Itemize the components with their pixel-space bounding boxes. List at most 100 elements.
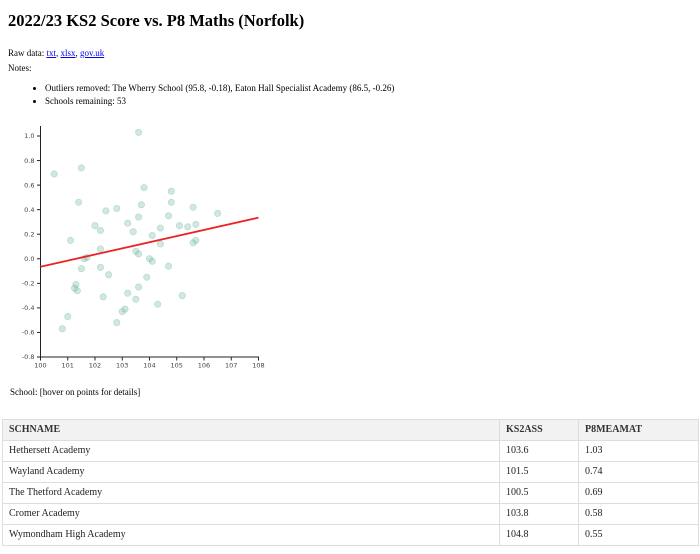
data-point[interactable]: [129, 228, 137, 236]
data-point[interactable]: [192, 221, 200, 229]
data-point[interactable]: [143, 274, 151, 282]
data-point[interactable]: [137, 201, 145, 209]
notes-list: Outliers removed: The Wherry School (95.…: [8, 82, 692, 107]
data-point[interactable]: [77, 265, 85, 273]
scatter-chart: 100 101 102 103 104 105 106 107 108 -0.8 -0.6 -0.4 -…: [8, 116, 700, 374]
cell-p8meamat: 0.69: [578, 482, 699, 505]
data-point[interactable]: [124, 220, 132, 228]
cell-ks2ass: 103.6: [499, 440, 579, 463]
data-point[interactable]: [77, 164, 85, 172]
data-point[interactable]: [184, 223, 192, 231]
raw-data-line: Raw data: txt, xlsx, gov.uk: [8, 48, 692, 59]
raw-data-separator: ,: [75, 47, 81, 58]
y-tick-label: 0.8: [24, 157, 34, 165]
cell-ks2ass: 101.5: [499, 461, 579, 484]
x-tick-label: 108: [252, 362, 264, 370]
notes-label: Notes:: [8, 62, 32, 73]
y-tick-label: -0.6: [22, 329, 35, 337]
data-point[interactable]: [135, 283, 143, 291]
data-point[interactable]: [71, 285, 79, 293]
data-point[interactable]: [73, 287, 81, 295]
cell-schname: Wayland Academy: [2, 461, 500, 484]
data-point[interactable]: [113, 319, 121, 327]
data-point[interactable]: [75, 199, 83, 207]
y-tick-label: 1.0: [24, 133, 34, 141]
y-tick-label: 0.4: [24, 206, 34, 214]
data-point[interactable]: [175, 222, 183, 230]
raw-data-prefix: Raw data:: [8, 47, 47, 58]
data-point[interactable]: [72, 281, 80, 289]
data-point[interactable]: [105, 271, 113, 279]
column-header-ks2ass: KS2ASS: [499, 419, 579, 442]
y-tick-label: 0.6: [24, 182, 34, 190]
schools-table-body: Hethersett Academy 103.6 1.03 Wayland Acade…: [2, 440, 699, 547]
data-point[interactable]: [156, 240, 164, 248]
cell-ks2ass: 103.8: [499, 503, 579, 526]
data-point[interactable]: [58, 325, 66, 333]
data-point[interactable]: [91, 222, 99, 230]
data-point[interactable]: [64, 313, 72, 321]
data-point[interactable]: [165, 212, 173, 220]
trend-line: [40, 217, 259, 269]
data-point[interactable]: [96, 227, 104, 235]
data-point[interactable]: [192, 237, 200, 245]
data-point[interactable]: [121, 306, 129, 314]
cell-schname: Cromer Academy: [2, 503, 500, 526]
raw-data-link-txt[interactable]: txt: [46, 47, 57, 58]
y-tick-label: -0.2: [22, 280, 35, 288]
data-point[interactable]: [165, 263, 173, 271]
x-tick-label: 107: [225, 362, 237, 370]
data-point[interactable]: [154, 301, 162, 309]
data-point[interactable]: [113, 205, 121, 213]
x-tick-label: 106: [198, 362, 210, 370]
data-point[interactable]: [99, 293, 107, 301]
x-tick-label: 100: [34, 362, 46, 370]
cell-p8meamat: 0.58: [578, 503, 699, 526]
data-point[interactable]: [50, 170, 58, 178]
table-row: Hethersett Academy 103.6 1.03: [2, 440, 699, 463]
x-tick-label: 101: [62, 362, 74, 370]
raw-data-link-govuk[interactable]: gov.uk: [80, 47, 105, 58]
data-point[interactable]: [146, 255, 154, 263]
y-tick-label: 0.2: [24, 231, 34, 239]
y-tick-label: -0.4: [22, 304, 35, 312]
data-point[interactable]: [102, 207, 110, 215]
raw-data-separator: ,: [56, 47, 61, 58]
data-point[interactable]: [189, 204, 197, 212]
data-point[interactable]: [214, 210, 222, 218]
column-header-p8meamat: P8MEAMAT: [578, 419, 699, 442]
data-point[interactable]: [135, 129, 143, 137]
data-point[interactable]: [156, 224, 164, 232]
data-point[interactable]: [140, 184, 148, 192]
data-point[interactable]: [148, 232, 156, 240]
y-tick-label: 0.0: [24, 255, 34, 263]
data-point[interactable]: [66, 237, 74, 245]
data-point[interactable]: [132, 296, 140, 304]
data-point[interactable]: [135, 250, 143, 258]
note-item-outliers: Outliers removed: The Wherry School (95.…: [45, 82, 692, 95]
scatter-chart-svg: 100 101 102 103 104 105 106 107 108 -0.8 -0.6 -0.4 -…: [22, 126, 265, 370]
data-point[interactable]: [148, 258, 156, 266]
data-point[interactable]: [96, 245, 104, 253]
data-point[interactable]: [178, 292, 186, 300]
cell-p8meamat: 0.74: [578, 461, 699, 484]
note-item-schools-remaining: Schools remaining: 53: [45, 95, 692, 108]
data-point[interactable]: [135, 213, 143, 221]
cell-schname: Hethersett Academy: [2, 440, 500, 463]
table-row: Cromer Academy 103.8 0.58: [2, 503, 699, 526]
x-tick-label: 104: [143, 362, 155, 370]
school-hover-hint: School: [hover on points for details]: [10, 387, 141, 398]
data-point[interactable]: [189, 239, 197, 247]
page-title: 2022/23 KS2 Score vs. P8 Maths (Norfolk): [8, 11, 305, 30]
data-point[interactable]: [96, 264, 104, 272]
data-point[interactable]: [124, 290, 132, 298]
raw-data-link-xlsx[interactable]: xlsx: [60, 47, 76, 58]
data-point[interactable]: [167, 199, 175, 207]
data-point[interactable]: [132, 248, 140, 256]
table-header-row: SCHNAME KS2ASS P8MEAMAT: [2, 419, 699, 442]
data-point[interactable]: [167, 188, 175, 196]
cell-ks2ass: 100.5: [499, 482, 579, 505]
data-point[interactable]: [118, 308, 126, 316]
schools-table: SCHNAME KS2ASS P8MEAMAT Hethersett Acade…: [2, 419, 699, 547]
table-row: The Thetford Academy 100.5 0.69: [2, 482, 699, 505]
